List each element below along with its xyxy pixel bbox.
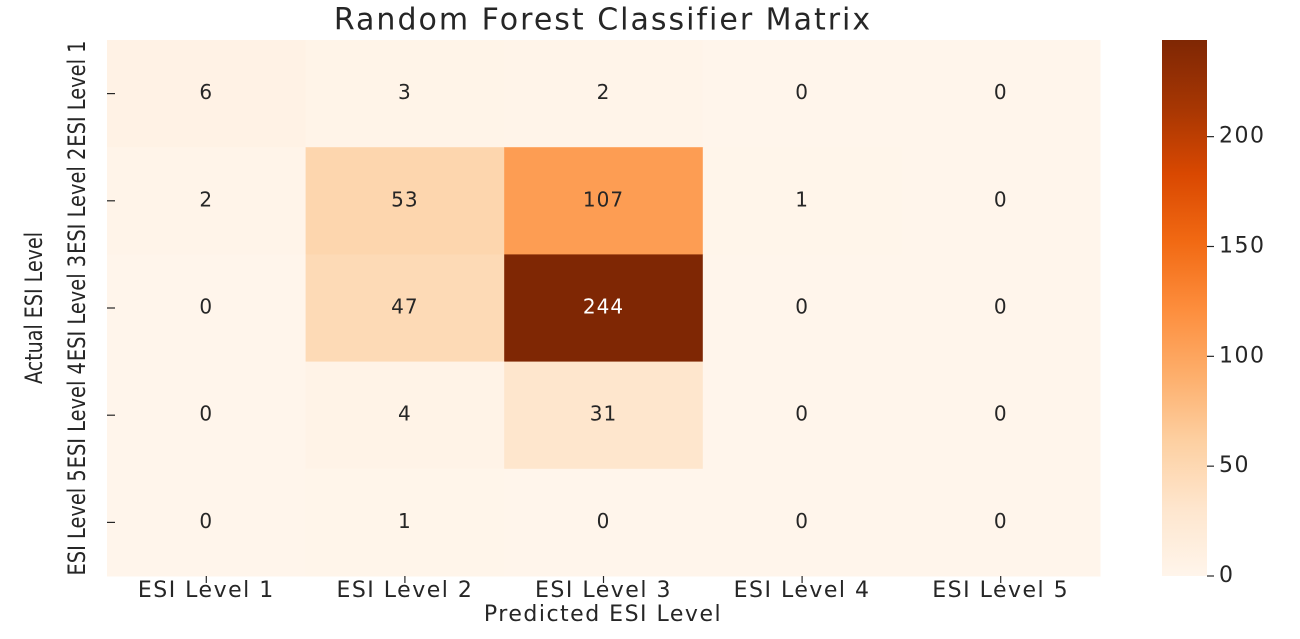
x-tick-label: ESI Level 2 bbox=[336, 578, 473, 603]
heatmap-cell bbox=[702, 40, 902, 148]
cell-label: 0 bbox=[597, 509, 611, 533]
y-tick-label: ESI Level 1 bbox=[63, 41, 91, 147]
heatmap-cell bbox=[504, 40, 704, 148]
colorbar-tick-label: 200 bbox=[1219, 124, 1266, 149]
heatmap-cell bbox=[504, 147, 704, 255]
cell-label: 0 bbox=[994, 509, 1008, 533]
cell-label: 0 bbox=[994, 187, 1008, 211]
cell-label: 2 bbox=[597, 80, 611, 104]
y-tick-label: ESI Level 2 bbox=[63, 148, 91, 254]
x-tick-label: ESI Level 3 bbox=[535, 578, 672, 603]
cell-label: 244 bbox=[583, 295, 624, 319]
heatmap-cell bbox=[702, 147, 902, 255]
heatmap-cell bbox=[504, 254, 704, 363]
heatmap-cell bbox=[305, 361, 505, 470]
heatmap-cell bbox=[901, 468, 1101, 577]
heatmap-cell bbox=[901, 254, 1101, 363]
cell-label: 0 bbox=[795, 295, 809, 319]
colorbar-tick-label: 100 bbox=[1219, 343, 1266, 368]
cell-label: 1 bbox=[795, 187, 809, 211]
heatmap-cell bbox=[901, 147, 1101, 255]
heatmap-cell bbox=[504, 468, 704, 577]
cell-label: 0 bbox=[795, 80, 809, 104]
heatmap-cell bbox=[305, 468, 505, 577]
heatmap-cell bbox=[901, 40, 1101, 148]
cell-label: 0 bbox=[199, 509, 213, 533]
heatmap-cell bbox=[305, 40, 505, 148]
cell-label: 4 bbox=[398, 402, 412, 426]
heatmap-cell bbox=[702, 468, 902, 577]
cell-label: 0 bbox=[994, 80, 1008, 104]
x-tick-label: ESI Level 5 bbox=[932, 578, 1069, 603]
y-axis-label: Actual ESI Level bbox=[20, 232, 48, 384]
x-tick-label: ESI Level 1 bbox=[138, 578, 275, 603]
cell-label: 1 bbox=[398, 509, 412, 533]
cell-label: 0 bbox=[199, 402, 213, 426]
cell-label: 0 bbox=[994, 402, 1008, 426]
heatmap-cell bbox=[107, 361, 307, 470]
colorbar bbox=[1162, 40, 1207, 576]
cell-label: 6 bbox=[199, 80, 213, 104]
x-tick-label: ESI Level 4 bbox=[734, 578, 871, 603]
colorbar-tick-label: 0 bbox=[1219, 563, 1235, 588]
heatmap-cell bbox=[305, 254, 505, 363]
heatmap-cell bbox=[107, 468, 307, 577]
heatmap-cell bbox=[702, 361, 902, 470]
cell-label: 47 bbox=[391, 295, 418, 319]
heatmap-cell bbox=[305, 147, 505, 255]
cell-label: 0 bbox=[994, 295, 1008, 319]
heatmap-cell bbox=[107, 147, 307, 255]
colorbar-tick-label: 50 bbox=[1219, 453, 1250, 478]
cell-label: 0 bbox=[795, 509, 809, 533]
chart-title: Random Forest Classifier Matrix bbox=[334, 3, 872, 38]
cell-label: 53 bbox=[391, 187, 418, 211]
cell-label: 31 bbox=[590, 402, 617, 426]
cell-label: 2 bbox=[199, 187, 213, 211]
heatmap-cell bbox=[702, 254, 902, 363]
cell-label: 107 bbox=[583, 187, 624, 211]
cell-label: 0 bbox=[795, 402, 809, 426]
heatmap-cell bbox=[504, 361, 704, 470]
colorbar-tick-label: 150 bbox=[1219, 233, 1266, 258]
cell-label: 3 bbox=[398, 80, 412, 104]
y-tick-label: ESI Level 4 bbox=[63, 362, 91, 468]
heatmap-cell bbox=[107, 40, 307, 148]
cell-label: 0 bbox=[199, 295, 213, 319]
y-tick-label: ESI Level 5 bbox=[63, 469, 91, 575]
heatmap-cell bbox=[107, 254, 307, 363]
heatmap-cell bbox=[901, 361, 1101, 470]
x-axis-label: Predicted ESI Level bbox=[484, 602, 722, 627]
y-tick-label: ESI Level 3 bbox=[63, 255, 91, 361]
